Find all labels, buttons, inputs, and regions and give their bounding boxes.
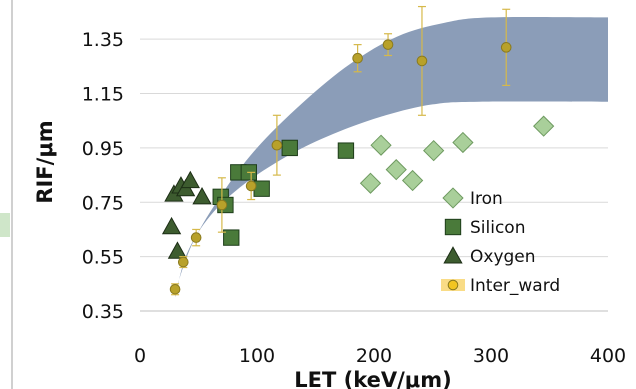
data-point (385, 159, 407, 181)
y-tick-label: 0.55 (82, 247, 124, 269)
data-point (352, 52, 363, 64)
y-tick-label: 0.95 (82, 138, 124, 160)
y-tick-label: 0.75 (82, 192, 124, 214)
data-point (223, 229, 240, 246)
legend-marker (447, 279, 459, 291)
data-point (190, 232, 202, 243)
left-edge-mark (0, 213, 10, 237)
legend-marker (444, 218, 462, 236)
x-tick-label: 200 (356, 345, 392, 367)
data-point (169, 283, 181, 295)
y-axis-label: RIF/μm (33, 120, 57, 203)
prediction-band (175, 17, 608, 298)
data-point (180, 170, 200, 189)
data-point (423, 140, 445, 162)
y-tick-label: 1.15 (82, 84, 124, 106)
data-point (359, 172, 382, 194)
series-iron (359, 115, 555, 194)
data-point (401, 169, 424, 192)
data-point (245, 180, 257, 192)
legend-marker (443, 246, 463, 264)
legend: Iron Silicon Oxygen Inter_ward (441, 187, 560, 296)
legend-label: Inter_ward (470, 276, 560, 296)
series-silicon (212, 139, 355, 246)
y-tick-label: 1.35 (82, 29, 124, 51)
x-tick-label: 0 (134, 345, 146, 367)
data-point (500, 42, 512, 53)
data-point (416, 55, 428, 67)
legend-label: Silicon (470, 218, 525, 238)
x-tick-label: 100 (239, 345, 275, 367)
data-point (167, 241, 188, 259)
series-inter-ward (169, 5, 512, 296)
data-point (382, 39, 394, 50)
legend-label: Iron (470, 189, 503, 209)
series-oxygen (161, 170, 212, 259)
data-point (271, 139, 283, 151)
data-point (337, 142, 355, 159)
data-point (216, 199, 228, 211)
data-point (533, 115, 555, 137)
y-tick-label: 0.35 (82, 301, 124, 323)
x-tick-labels: 0 100 200 300 400 (134, 345, 626, 367)
data-point (281, 139, 298, 157)
x-tick-label: 400 (590, 345, 626, 367)
data-point (253, 180, 270, 197)
x-axis-label: LET (keV/μm) (294, 368, 451, 389)
legend-marker (442, 187, 464, 209)
data-point (192, 187, 212, 205)
x-tick-label: 300 (473, 345, 509, 367)
data-point (177, 256, 189, 268)
data-point (161, 216, 182, 235)
data-points (161, 5, 555, 296)
data-point (452, 131, 474, 154)
legend-label: Oxygen (470, 247, 536, 267)
y-tick-labels: 0.35 0.55 0.75 0.95 1.15 1.35 (82, 29, 124, 323)
data-point (370, 134, 392, 156)
